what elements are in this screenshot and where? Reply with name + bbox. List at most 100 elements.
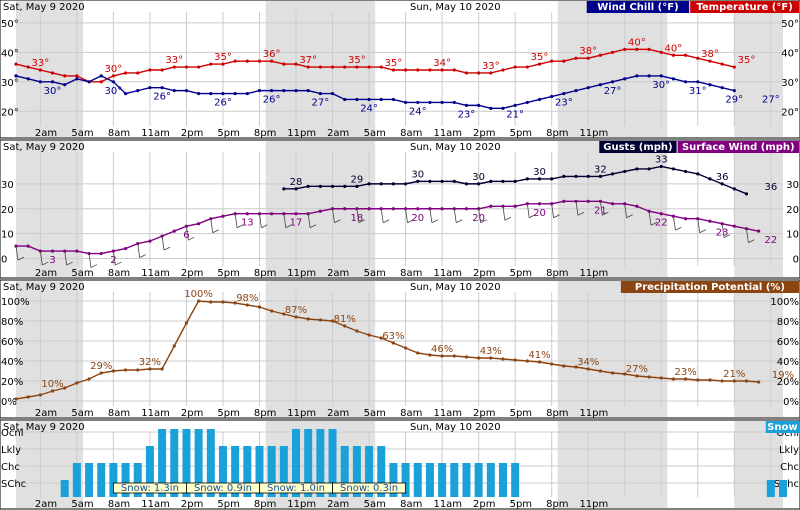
x-tick: 11am [433,499,462,510]
wind-barb-flag [431,219,439,224]
data-point [111,249,115,253]
data-point [696,378,700,382]
data-point [111,74,115,78]
snow-accum-label: Snow: 1.0in [267,483,325,494]
night-shade [734,1,783,137]
data-label: 23° [555,98,573,109]
snow-bar [498,463,507,497]
data-point [440,207,444,211]
wind-barb [356,208,360,223]
data-point [379,336,383,340]
date-label-sat: Sat, May 9 2020 [3,422,85,433]
data-label: 22 [655,218,668,229]
data-point [318,184,322,188]
data-point [428,100,432,105]
data-point [87,251,91,256]
data-point [464,207,469,211]
x-tick: 5am [364,268,386,279]
data-point [306,184,310,188]
wind-barb [405,208,408,223]
data-label: 23° [458,109,476,120]
x-tick: 2am [327,128,349,139]
data-point [440,100,444,105]
data-point [610,371,615,375]
data-point [684,217,688,221]
wind-barb-flag [480,219,487,224]
snow-accum-label: Snow: 0.3in [340,483,398,494]
data-point [282,187,286,191]
data-point [233,59,237,63]
data-point [367,182,371,186]
data-point [416,207,420,211]
y-tick-right: 0 [793,255,799,266]
x-tick: 2am [35,499,57,510]
wind-barb-flag [115,261,122,266]
snow-bar [474,463,483,497]
legend-swatch [599,141,677,153]
x-tick: 8pm [546,499,568,510]
data-label: 30 [533,167,546,178]
data-point [245,91,249,96]
data-point [63,386,67,390]
data-label: 33° [165,55,183,66]
x-tick: 8pm [254,499,276,510]
x-tick: 11am [141,408,170,419]
wind-barb [599,201,603,216]
night-shade [265,1,376,137]
data-point [550,94,554,99]
y-tick-left: 30 [1,180,14,191]
data-point [671,167,676,171]
data-point [501,357,505,361]
x-tick: 11am [433,268,462,279]
legend-swatch [677,141,799,153]
wind-barb [259,213,262,228]
snow-bar [182,429,191,497]
data-point [416,100,420,105]
data-label: 41% [528,350,550,361]
wind-barb-flag [723,234,731,239]
data-point [136,71,140,75]
x-tick: 5pm [217,408,239,419]
x-tick: 2pm [181,268,203,279]
data-label: 23 [716,228,729,239]
x-tick: 8am [400,408,422,419]
data-point [99,74,103,78]
wind-barb-flag [42,261,49,266]
data-point [586,199,590,203]
data-point [330,65,335,69]
wind-barb-flag [577,211,585,216]
snow-bar [462,463,471,497]
data-point [428,353,432,357]
data-point [123,246,128,251]
y-tick-left: 20° [1,107,19,118]
data-label: 10% [41,379,63,390]
data-point [574,89,578,93]
y-tick-right: 40° [781,48,799,59]
data-point [75,77,79,81]
data-point [574,199,578,203]
data-label: 18 [351,213,364,224]
wind-barb [234,213,238,228]
wind-barb [624,203,628,218]
data-point [367,207,371,211]
data-point [684,169,688,174]
legend-swatch [586,1,690,13]
data-label: 34% [577,357,599,368]
legend-entry: Temperature (°F) [696,2,792,13]
data-point [14,244,18,248]
data-point [440,179,444,183]
data-label: 29° [725,95,743,106]
night-shade [557,1,668,137]
x-tick: 2pm [473,128,495,139]
night-shade [557,281,668,417]
data-point [440,68,444,72]
x-tick: 11am [141,268,170,279]
data-point [270,59,274,63]
data-point [367,333,371,337]
data-point [477,71,481,75]
data-point [550,59,554,63]
data-point [50,80,55,84]
data-point [562,91,566,96]
data-point [696,80,700,84]
date-label-sun: Sun, May 10 2020 [410,2,501,13]
